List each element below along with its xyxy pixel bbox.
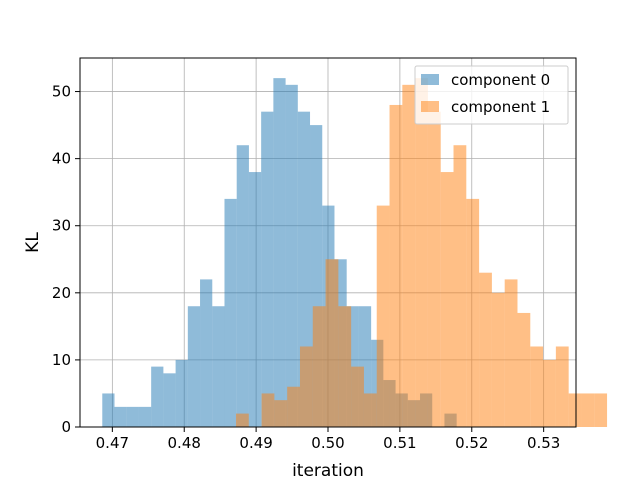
histogram-bar [273, 78, 286, 428]
histogram-bar [299, 346, 313, 427]
histogram-bar [389, 104, 403, 428]
histogram-bar [530, 346, 544, 427]
axis-ticks: 0.47 0.48 0.49 0.50 0.51 0.52 0.53 0 10 20 30 40 50 [52, 83, 560, 452]
histogram-bar [351, 366, 364, 427]
histogram-bar [248, 172, 262, 427]
histogram-bar [504, 279, 518, 427]
histogram-bar [261, 393, 275, 427]
histogram-bars [102, 78, 608, 428]
histogram-bar [415, 78, 428, 428]
histogram-bar [235, 413, 249, 427]
histogram-bar [517, 312, 531, 427]
histogram-bar [325, 259, 339, 427]
histogram-bar [402, 84, 416, 427]
histogram-bar [453, 145, 467, 427]
x-tick-label: 0.48 [168, 434, 201, 452]
histogram-bar [114, 406, 127, 427]
histogram-bar [287, 386, 300, 427]
histogram-bar [376, 205, 390, 427]
y-tick-label: 20 [52, 284, 71, 302]
histogram-bar [338, 306, 352, 427]
histogram-bar [236, 145, 249, 427]
histogram-bar [555, 346, 569, 427]
y-tick-label: 0 [61, 418, 71, 436]
histogram-bar [440, 172, 454, 427]
legend-label-component-1: component 1 [451, 98, 550, 116]
legend: component 0 component 1 [414, 65, 569, 125]
histogram-bar [138, 406, 152, 427]
histogram-bar [363, 393, 377, 427]
y-tick-label: 30 [52, 217, 71, 235]
histogram-bar [151, 366, 164, 427]
histogram-bar [594, 393, 608, 427]
x-tick-label: 0.51 [383, 434, 416, 452]
histogram-bar [466, 198, 480, 427]
legend-box [414, 65, 569, 125]
legend-label-component-0: component 0 [451, 71, 550, 89]
histogram-bar [427, 111, 441, 427]
histogram-bar [212, 306, 225, 427]
histogram-bar [261, 111, 274, 427]
y-tick-label: 40 [52, 150, 71, 168]
histogram-bar [543, 359, 556, 427]
histogram-bar [175, 359, 188, 427]
x-tick-label: 0.50 [311, 434, 344, 452]
histogram-bar [224, 198, 237, 427]
histogram-bar [479, 272, 492, 427]
y-tick-label: 50 [52, 83, 71, 101]
x-tick-label: 0.52 [455, 434, 488, 452]
x-axis-label: iteration [292, 461, 364, 480]
x-tick-label: 0.53 [527, 434, 560, 452]
y-tick-label: 10 [52, 351, 71, 369]
legend-swatch-component-0 [421, 74, 439, 85]
histogram-bar [274, 400, 288, 427]
y-axis-label: KL [23, 232, 43, 253]
histogram-bar [102, 393, 115, 427]
series-component-1 [235, 78, 608, 428]
legend-swatch-component-1 [421, 101, 439, 112]
histogram-bar [312, 306, 326, 427]
x-tick-label: 0.47 [96, 434, 129, 452]
histogram-bar [200, 279, 213, 427]
x-tick-label: 0.49 [239, 434, 272, 452]
histogram-bar [285, 84, 298, 427]
histogram-bar [163, 373, 176, 427]
histogram-bar [187, 306, 201, 427]
histogram-bar [491, 292, 505, 427]
histogram-bar [581, 393, 595, 427]
histogram-bar [126, 406, 139, 427]
histogram-bar [568, 393, 582, 427]
